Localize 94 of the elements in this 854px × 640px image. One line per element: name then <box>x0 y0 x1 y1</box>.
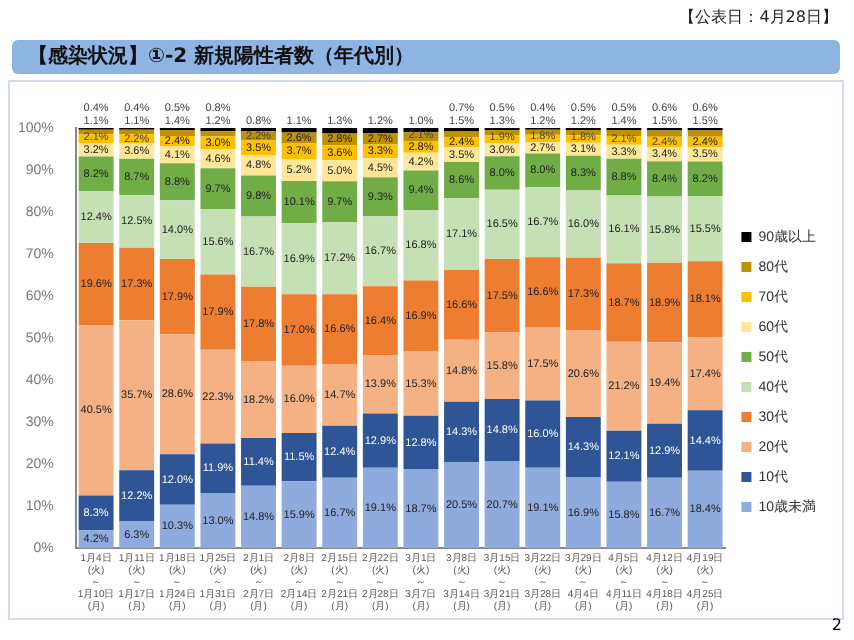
bar <box>484 259 520 333</box>
bar <box>362 286 398 356</box>
bar <box>403 209 439 281</box>
bar <box>525 467 561 548</box>
bar <box>484 332 520 399</box>
bar <box>444 339 479 402</box>
bar <box>200 349 236 444</box>
bar <box>606 263 642 342</box>
bar <box>687 261 723 338</box>
bar <box>403 415 439 470</box>
bar <box>647 477 682 548</box>
bar <box>525 400 561 468</box>
bar <box>322 181 358 223</box>
bar <box>200 168 236 210</box>
bar <box>403 170 439 210</box>
bar <box>322 477 358 548</box>
bar <box>362 216 398 287</box>
bar <box>322 222 358 295</box>
bar <box>200 443 236 494</box>
bar <box>241 216 276 287</box>
bar <box>362 467 398 548</box>
bar <box>241 361 276 438</box>
bar <box>403 351 439 416</box>
bar <box>362 177 398 217</box>
bar <box>78 325 114 496</box>
text: 【公表日：4月28日】 <box>679 6 838 28</box>
bar <box>159 454 195 505</box>
bar <box>281 223 317 295</box>
bar <box>444 130 479 138</box>
bar <box>322 425 358 478</box>
bar <box>647 342 682 424</box>
bar <box>362 128 398 134</box>
bar <box>362 413 398 468</box>
bar <box>322 294 358 365</box>
bar <box>444 461 479 548</box>
bar <box>565 190 601 258</box>
text: 2 <box>831 616 842 634</box>
bar <box>647 196 682 263</box>
bar <box>565 257 601 331</box>
bar <box>565 416 601 478</box>
bar <box>281 294 317 366</box>
bar <box>241 286 276 362</box>
bar <box>687 410 723 471</box>
bar <box>200 131 236 137</box>
bar <box>647 262 682 343</box>
bar <box>159 259 195 335</box>
bar <box>200 209 236 275</box>
bar <box>200 493 236 548</box>
bar <box>565 330 601 417</box>
bar <box>647 423 682 478</box>
bar <box>241 485 276 548</box>
bar <box>362 355 398 414</box>
bar <box>241 437 276 486</box>
bar <box>200 274 236 350</box>
bar <box>565 155 601 191</box>
bar <box>159 130 195 136</box>
bar <box>403 469 439 548</box>
bar <box>281 432 317 482</box>
chart-title: 【感染状況】①-2 新規陽性者数（年代別） <box>12 40 840 74</box>
bar <box>606 158 642 196</box>
bar <box>78 191 114 244</box>
bar <box>444 269 479 340</box>
bar <box>525 257 561 328</box>
bar <box>687 196 723 262</box>
bar <box>119 470 155 522</box>
bar <box>606 195 642 264</box>
bar <box>119 247 155 321</box>
bar <box>606 341 642 431</box>
bar <box>606 430 642 482</box>
bar <box>565 477 601 548</box>
bar <box>119 320 155 471</box>
bar <box>687 470 723 548</box>
bar <box>241 175 276 217</box>
bar <box>484 398 520 462</box>
bar <box>484 156 520 190</box>
bar <box>687 130 723 137</box>
bar <box>159 200 195 260</box>
bar <box>687 337 723 411</box>
bar <box>525 327 561 401</box>
bar <box>403 280 439 352</box>
bar <box>159 334 195 455</box>
bar <box>444 401 479 462</box>
bar <box>119 195 155 248</box>
bar <box>78 243 114 326</box>
bar <box>525 187 561 258</box>
bar <box>484 189 520 260</box>
bar <box>322 128 358 134</box>
bar <box>484 461 520 548</box>
bar <box>322 364 358 426</box>
bar <box>647 130 682 137</box>
bar <box>444 198 479 270</box>
bar <box>281 481 317 548</box>
bar <box>281 365 317 433</box>
bar <box>606 481 642 548</box>
